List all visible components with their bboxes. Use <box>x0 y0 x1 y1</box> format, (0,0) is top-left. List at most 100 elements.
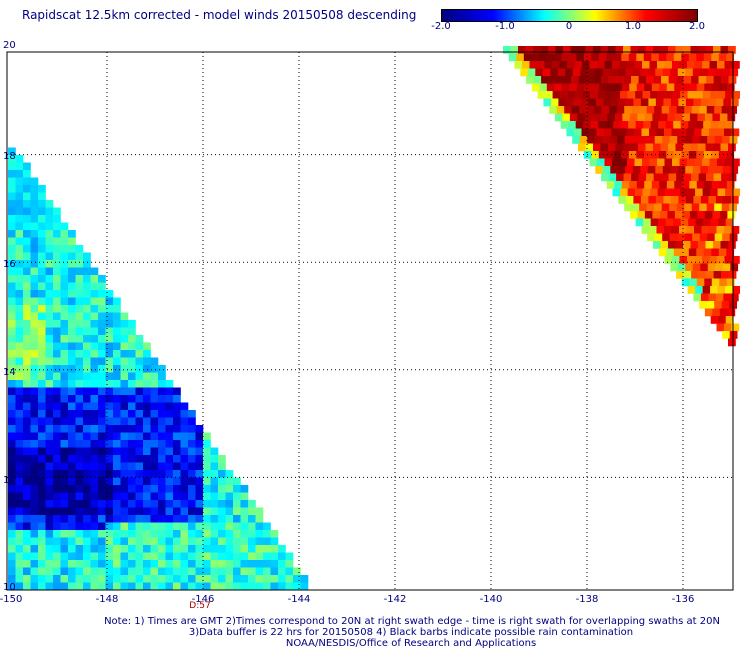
wind-cell <box>60 455 69 463</box>
wind-cell <box>597 61 605 69</box>
wind-cell <box>120 342 129 351</box>
wind-cell <box>526 76 534 84</box>
wind-cell <box>30 305 39 313</box>
wind-cell <box>68 290 76 298</box>
wind-cell <box>23 395 31 403</box>
wind-cell <box>8 207 16 216</box>
wind-cell <box>45 260 54 268</box>
wind-cell <box>38 320 46 328</box>
wind-cell <box>53 567 61 576</box>
wind-cell <box>652 211 661 219</box>
wind-cell <box>120 335 129 343</box>
wind-cell <box>188 447 196 456</box>
wind-cell <box>188 567 196 576</box>
wind-cell <box>203 582 211 591</box>
wind-cell <box>38 252 46 261</box>
wind-cell <box>595 98 604 107</box>
wind-cell <box>60 560 69 568</box>
wind-cell <box>68 357 76 366</box>
wind-cell <box>263 545 271 553</box>
wind-cell <box>75 357 84 366</box>
wind-cell <box>716 226 725 234</box>
wind-cell <box>225 560 234 568</box>
wind-cell <box>8 365 16 373</box>
wind-cell <box>90 500 99 508</box>
wind-cell <box>655 166 664 174</box>
wind-cell <box>653 241 661 249</box>
wind-cell <box>654 106 662 114</box>
wind-cell <box>647 68 656 77</box>
wind-cell <box>83 440 91 448</box>
wind-cell <box>713 46 721 54</box>
wind-cell <box>68 237 76 246</box>
wind-cell <box>665 91 673 99</box>
wind-cell <box>68 477 76 486</box>
wind-cell <box>669 233 678 242</box>
wind-cell <box>143 402 151 411</box>
wind-cell <box>23 162 31 171</box>
wind-cell <box>278 575 286 583</box>
wind-cell <box>683 46 691 54</box>
wind-cell <box>665 218 674 227</box>
wind-cell <box>658 53 667 62</box>
wind-cell <box>210 470 219 478</box>
wind-cell <box>143 560 151 568</box>
wind-cell <box>75 455 84 463</box>
wind-cell <box>240 530 249 538</box>
wind-cell <box>625 68 634 77</box>
wind-cell <box>548 46 556 54</box>
wind-cell <box>555 46 564 54</box>
wind-cell <box>53 275 61 283</box>
wind-cell <box>520 68 529 77</box>
wind-cell <box>8 162 16 171</box>
wind-cell <box>248 522 256 531</box>
wind-cell <box>625 166 634 174</box>
wind-cell <box>143 432 151 441</box>
wind-cell <box>627 158 635 167</box>
wind-cell <box>693 98 702 107</box>
wind-cell <box>720 143 729 152</box>
wind-cell <box>75 335 84 343</box>
wind-cell <box>45 387 54 396</box>
wind-cell <box>53 417 61 426</box>
wind-cell <box>233 530 241 538</box>
wind-cell <box>255 552 264 561</box>
wind-cell <box>613 121 621 129</box>
wind-cell <box>646 76 654 84</box>
wind-cell <box>713 143 721 152</box>
wind-cell <box>128 537 136 546</box>
wind-cell <box>23 440 31 448</box>
wind-cell <box>68 387 76 396</box>
wind-cell <box>188 552 196 561</box>
wind-cell <box>128 380 136 388</box>
wind-cell <box>617 68 626 77</box>
wind-cell <box>685 68 694 77</box>
plot-frame <box>6 51 734 591</box>
wind-cell <box>113 432 121 441</box>
wind-cell <box>650 121 659 129</box>
wind-cell <box>120 545 129 553</box>
wind-cell <box>689 278 698 287</box>
wind-cell <box>604 61 613 69</box>
wind-cell <box>60 320 69 328</box>
wind-cell <box>270 545 279 553</box>
wind-cell <box>165 485 174 493</box>
wind-cell <box>15 222 24 231</box>
wind-cell <box>565 98 574 107</box>
wind-cell <box>83 522 91 531</box>
wind-cell <box>195 492 204 501</box>
wind-cell <box>662 136 670 144</box>
wind-cell <box>711 83 720 92</box>
wind-cell <box>569 113 578 122</box>
wind-cell <box>550 98 559 107</box>
wind-cell <box>616 106 625 114</box>
wind-cell <box>693 196 702 204</box>
wind-cell <box>643 53 652 62</box>
wind-cell <box>38 492 46 501</box>
wind-cell <box>696 181 705 189</box>
wind-cell <box>150 387 159 396</box>
wind-cell <box>732 91 740 99</box>
wind-cell <box>68 305 76 313</box>
wind-cell <box>636 83 645 92</box>
wind-cell <box>726 278 735 287</box>
